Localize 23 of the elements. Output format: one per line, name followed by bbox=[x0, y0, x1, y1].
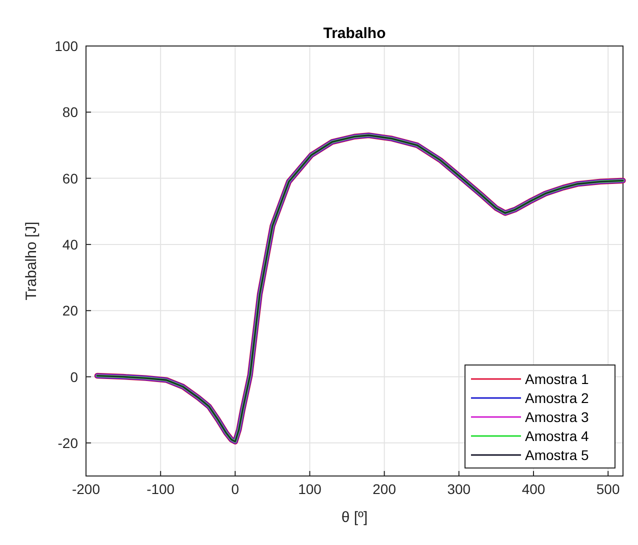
y-tick-label: 20 bbox=[62, 302, 78, 319]
legend-label: Amostra 3 bbox=[525, 409, 590, 425]
x-tick-label: 200 bbox=[372, 481, 396, 497]
x-tick-label: -200 bbox=[72, 481, 100, 497]
y-axis-title: Trabalho [J] bbox=[23, 222, 40, 300]
x-tick-label: 0 bbox=[231, 481, 240, 497]
y-tick-label: 80 bbox=[62, 104, 78, 120]
x-tick-label: 500 bbox=[596, 481, 620, 497]
legend-label: Amostra 1 bbox=[525, 371, 590, 387]
x-tick-label: 100 bbox=[298, 481, 322, 497]
x-tick-label: -100 bbox=[146, 481, 175, 497]
legend-label: Amostra 4 bbox=[525, 428, 590, 444]
x-tick-label: 400 bbox=[522, 481, 546, 497]
y-tick-label: 60 bbox=[62, 170, 78, 186]
y-tick-label: 100 bbox=[54, 38, 78, 54]
legend-label: Amostra 2 bbox=[525, 390, 590, 406]
chart-title: Trabalho bbox=[323, 25, 386, 42]
x-axis-title: θ [º] bbox=[341, 509, 368, 526]
legend-label: Amostra 5 bbox=[525, 447, 590, 463]
y-tick-label: -20 bbox=[58, 434, 78, 451]
x-tick-label: 300 bbox=[447, 481, 471, 497]
y-tick-label: 40 bbox=[62, 236, 78, 252]
y-tick-label: 0 bbox=[70, 368, 78, 385]
